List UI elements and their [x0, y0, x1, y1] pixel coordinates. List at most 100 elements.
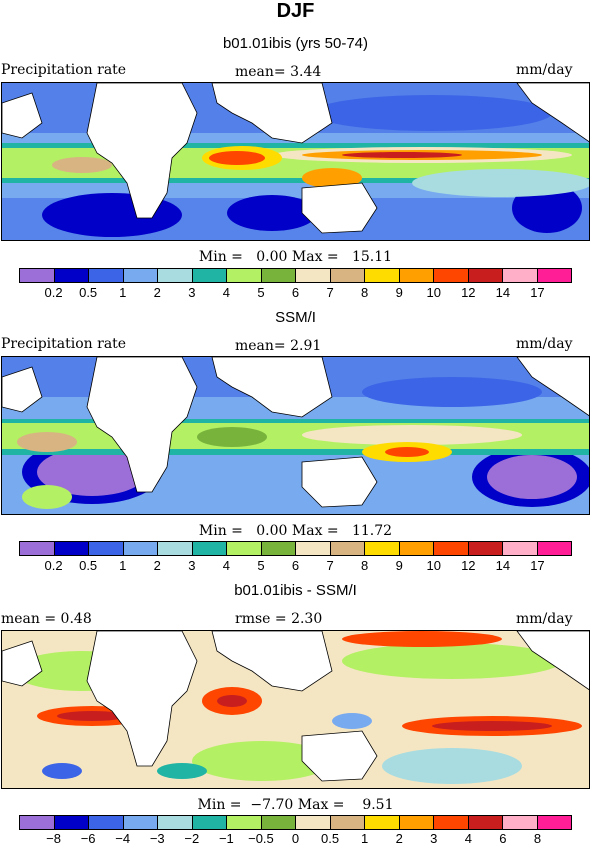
colorbar-tick-label: 14 — [495, 285, 511, 300]
panel3-colorbar — [19, 815, 572, 830]
colorbar-swatch — [227, 816, 262, 829]
panel3-rmse-label: rmse = 2.30 — [235, 611, 323, 627]
colorbar-tick-label: −2 — [184, 831, 200, 846]
colorbar-swatch — [192, 269, 227, 282]
panel2-variable-label: Precipitation rate — [1, 336, 127, 352]
colorbar-tick-label: 1 — [119, 558, 127, 573]
panel2-map — [1, 356, 590, 515]
colorbar-tick-label: 9 — [395, 285, 403, 300]
colorbar-tick-label: 2 — [395, 831, 403, 846]
colorbar-tick-label: −6 — [80, 831, 96, 846]
panel1-units-label: mm/day — [516, 62, 573, 78]
colorbar-tick-label: 6 — [291, 285, 300, 300]
colorbar-swatch — [365, 269, 400, 282]
panel3-units-label: mm/day — [516, 611, 573, 627]
colorbar-tick-label: 0 — [291, 831, 300, 846]
panel1-colorbar — [19, 268, 572, 283]
colorbar-tick-label: 1 — [119, 285, 127, 300]
colorbar-swatch — [261, 269, 296, 282]
colorbar-swatch — [54, 542, 89, 555]
colorbar-tick-label: 7 — [326, 285, 334, 300]
colorbar-swatch — [503, 269, 538, 282]
colorbar-swatch — [158, 269, 193, 282]
colorbar-swatch — [330, 269, 365, 282]
colorbar-swatch — [227, 542, 262, 555]
colorbar-tick-label: 2 — [153, 558, 161, 573]
colorbar-swatch — [261, 816, 296, 829]
panel3-mean-label: mean = 0.48 — [1, 611, 92, 627]
colorbar-tick-label: 1 — [361, 831, 369, 846]
colorbar-swatch — [20, 542, 55, 555]
colorbar-swatch — [399, 816, 434, 829]
colorbar-swatch — [468, 269, 503, 282]
colorbar-swatch — [227, 269, 262, 282]
colorbar-tick-label: −4 — [115, 831, 131, 846]
colorbar-tick-label: 10 — [426, 285, 441, 300]
panel3-subtitle: b01.01ibis - SSM/I — [234, 582, 357, 599]
colorbar-swatch — [468, 816, 503, 829]
panel2-subtitle: SSM/I — [275, 309, 316, 326]
colorbar-tick-label: 17 — [530, 558, 545, 573]
colorbar-swatch — [399, 269, 434, 282]
colorbar-swatch — [365, 816, 400, 829]
colorbar-swatch — [296, 269, 331, 282]
colorbar-swatch — [20, 816, 55, 829]
colorbar-swatch — [123, 542, 158, 555]
colorbar-swatch — [89, 816, 124, 829]
colorbar-tick-label: 5 — [257, 285, 265, 300]
panel3-colorbar-ticks: −8 −6 −4 −3 −2 −1 −0.5 0 0.5 1 2 3 4 6 8 — [19, 831, 572, 847]
colorbar-tick-label: 0.5 — [321, 831, 340, 846]
colorbar-tick-label: 0.5 — [79, 285, 98, 300]
panel2-map-svg — [2, 357, 589, 514]
colorbar-swatch — [434, 816, 469, 829]
colorbar-swatch — [261, 542, 296, 555]
colorbar-tick-label: 8 — [361, 558, 369, 573]
colorbar-swatch — [158, 816, 193, 829]
colorbar-tick-label: 8 — [361, 285, 369, 300]
colorbar-tick-label: 3 — [188, 558, 196, 573]
panel1-subtitle: b01.01ibis (yrs 50-74) — [222, 35, 369, 52]
colorbar-swatch — [399, 542, 434, 555]
panel3-minmax: Min = −7.70 Max = 9.51 — [197, 797, 394, 813]
colorbar-swatch — [537, 542, 571, 555]
colorbar-tick-label: 6 — [499, 831, 507, 846]
colorbar-swatch — [503, 542, 538, 555]
colorbar-tick-label: 3 — [430, 831, 438, 846]
colorbar-swatch — [296, 816, 331, 829]
colorbar-tick-label: −8 — [46, 831, 61, 846]
panel1-variable-label: Precipitation rate — [1, 62, 127, 78]
colorbar-swatch — [468, 542, 503, 555]
colorbar-swatch — [89, 269, 124, 282]
colorbar-tick-label: 14 — [495, 558, 511, 573]
colorbar-swatch — [123, 816, 158, 829]
colorbar-tick-label: 6 — [291, 558, 300, 573]
colorbar-swatch — [158, 542, 193, 555]
colorbar-tick-label: 0.5 — [79, 558, 98, 573]
panel1-map-svg — [2, 83, 589, 240]
colorbar-tick-label: 10 — [426, 558, 441, 573]
colorbar-swatch — [123, 269, 158, 282]
panel1-minmax: Min = 0.00 Max = 15.11 — [198, 249, 393, 265]
colorbar-swatch — [54, 269, 89, 282]
colorbar-swatch — [503, 816, 538, 829]
colorbar-swatch — [296, 542, 331, 555]
colorbar-swatch — [89, 542, 124, 555]
panel3-map-svg — [2, 631, 589, 788]
panel1-map — [1, 82, 590, 241]
colorbar-swatch — [537, 816, 571, 829]
panel2-colorbar-ticks: 0.2 0.5 1 2 3 4 5 6 7 8 9 10 12 14 17 — [19, 558, 572, 574]
colorbar-tick-label: 0.2 — [44, 285, 63, 300]
colorbar-tick-label: 8 — [533, 831, 542, 846]
colorbar-tick-label: 2 — [153, 285, 161, 300]
colorbar-tick-label: 4 — [222, 558, 230, 573]
colorbar-tick-label: 4 — [222, 285, 230, 300]
colorbar-tick-label: 4 — [464, 831, 472, 846]
colorbar-tick-label: 5 — [257, 558, 265, 573]
panel2-colorbar — [19, 541, 572, 556]
figure-title: DJF — [276, 0, 315, 22]
panel2-units-label: mm/day — [516, 336, 573, 352]
colorbar-swatch — [20, 269, 55, 282]
colorbar-tick-label: −0.5 — [248, 831, 274, 846]
colorbar-swatch — [434, 269, 469, 282]
colorbar-tick-label: −1 — [218, 831, 234, 846]
